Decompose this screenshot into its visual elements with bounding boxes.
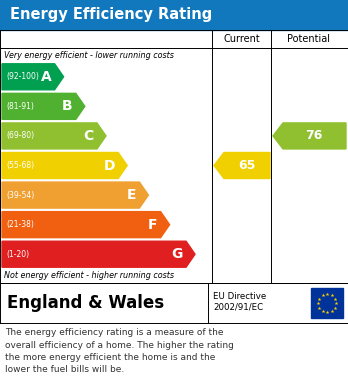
Text: Energy Efficiency Rating: Energy Efficiency Rating — [10, 7, 212, 23]
Text: D: D — [104, 158, 115, 172]
Text: Very energy efficient - lower running costs: Very energy efficient - lower running co… — [4, 50, 174, 59]
Polygon shape — [2, 152, 127, 179]
Polygon shape — [2, 212, 169, 238]
Text: G: G — [172, 247, 183, 261]
Polygon shape — [2, 241, 195, 267]
Text: (69-80): (69-80) — [6, 131, 34, 140]
Text: C: C — [84, 129, 94, 143]
Polygon shape — [2, 64, 64, 90]
Text: A: A — [41, 70, 52, 84]
Text: 65: 65 — [238, 159, 255, 172]
Text: EU Directive
2002/91/EC: EU Directive 2002/91/EC — [213, 292, 266, 312]
Bar — [311, 288, 343, 318]
Text: Potential: Potential — [287, 34, 331, 44]
Text: (55-68): (55-68) — [6, 161, 34, 170]
Polygon shape — [2, 123, 106, 149]
Text: (92-100): (92-100) — [6, 72, 39, 81]
Text: 76: 76 — [305, 129, 323, 142]
Polygon shape — [273, 123, 346, 149]
Polygon shape — [2, 93, 85, 119]
Text: England & Wales: England & Wales — [7, 294, 164, 312]
Polygon shape — [2, 182, 148, 208]
Text: Current: Current — [223, 34, 260, 44]
Text: B: B — [62, 99, 73, 113]
Bar — [0, 0, 348, 30]
Text: Not energy efficient - higher running costs: Not energy efficient - higher running co… — [4, 271, 174, 280]
Text: (21-38): (21-38) — [6, 220, 34, 229]
Text: The energy efficiency rating is a measure of the
overall efficiency of a home. T: The energy efficiency rating is a measur… — [5, 328, 234, 375]
Text: (39-54): (39-54) — [6, 190, 34, 199]
Text: E: E — [127, 188, 136, 202]
Polygon shape — [214, 152, 270, 179]
Text: F: F — [148, 218, 158, 231]
Text: (1-20): (1-20) — [6, 250, 29, 259]
Text: (81-91): (81-91) — [6, 102, 34, 111]
